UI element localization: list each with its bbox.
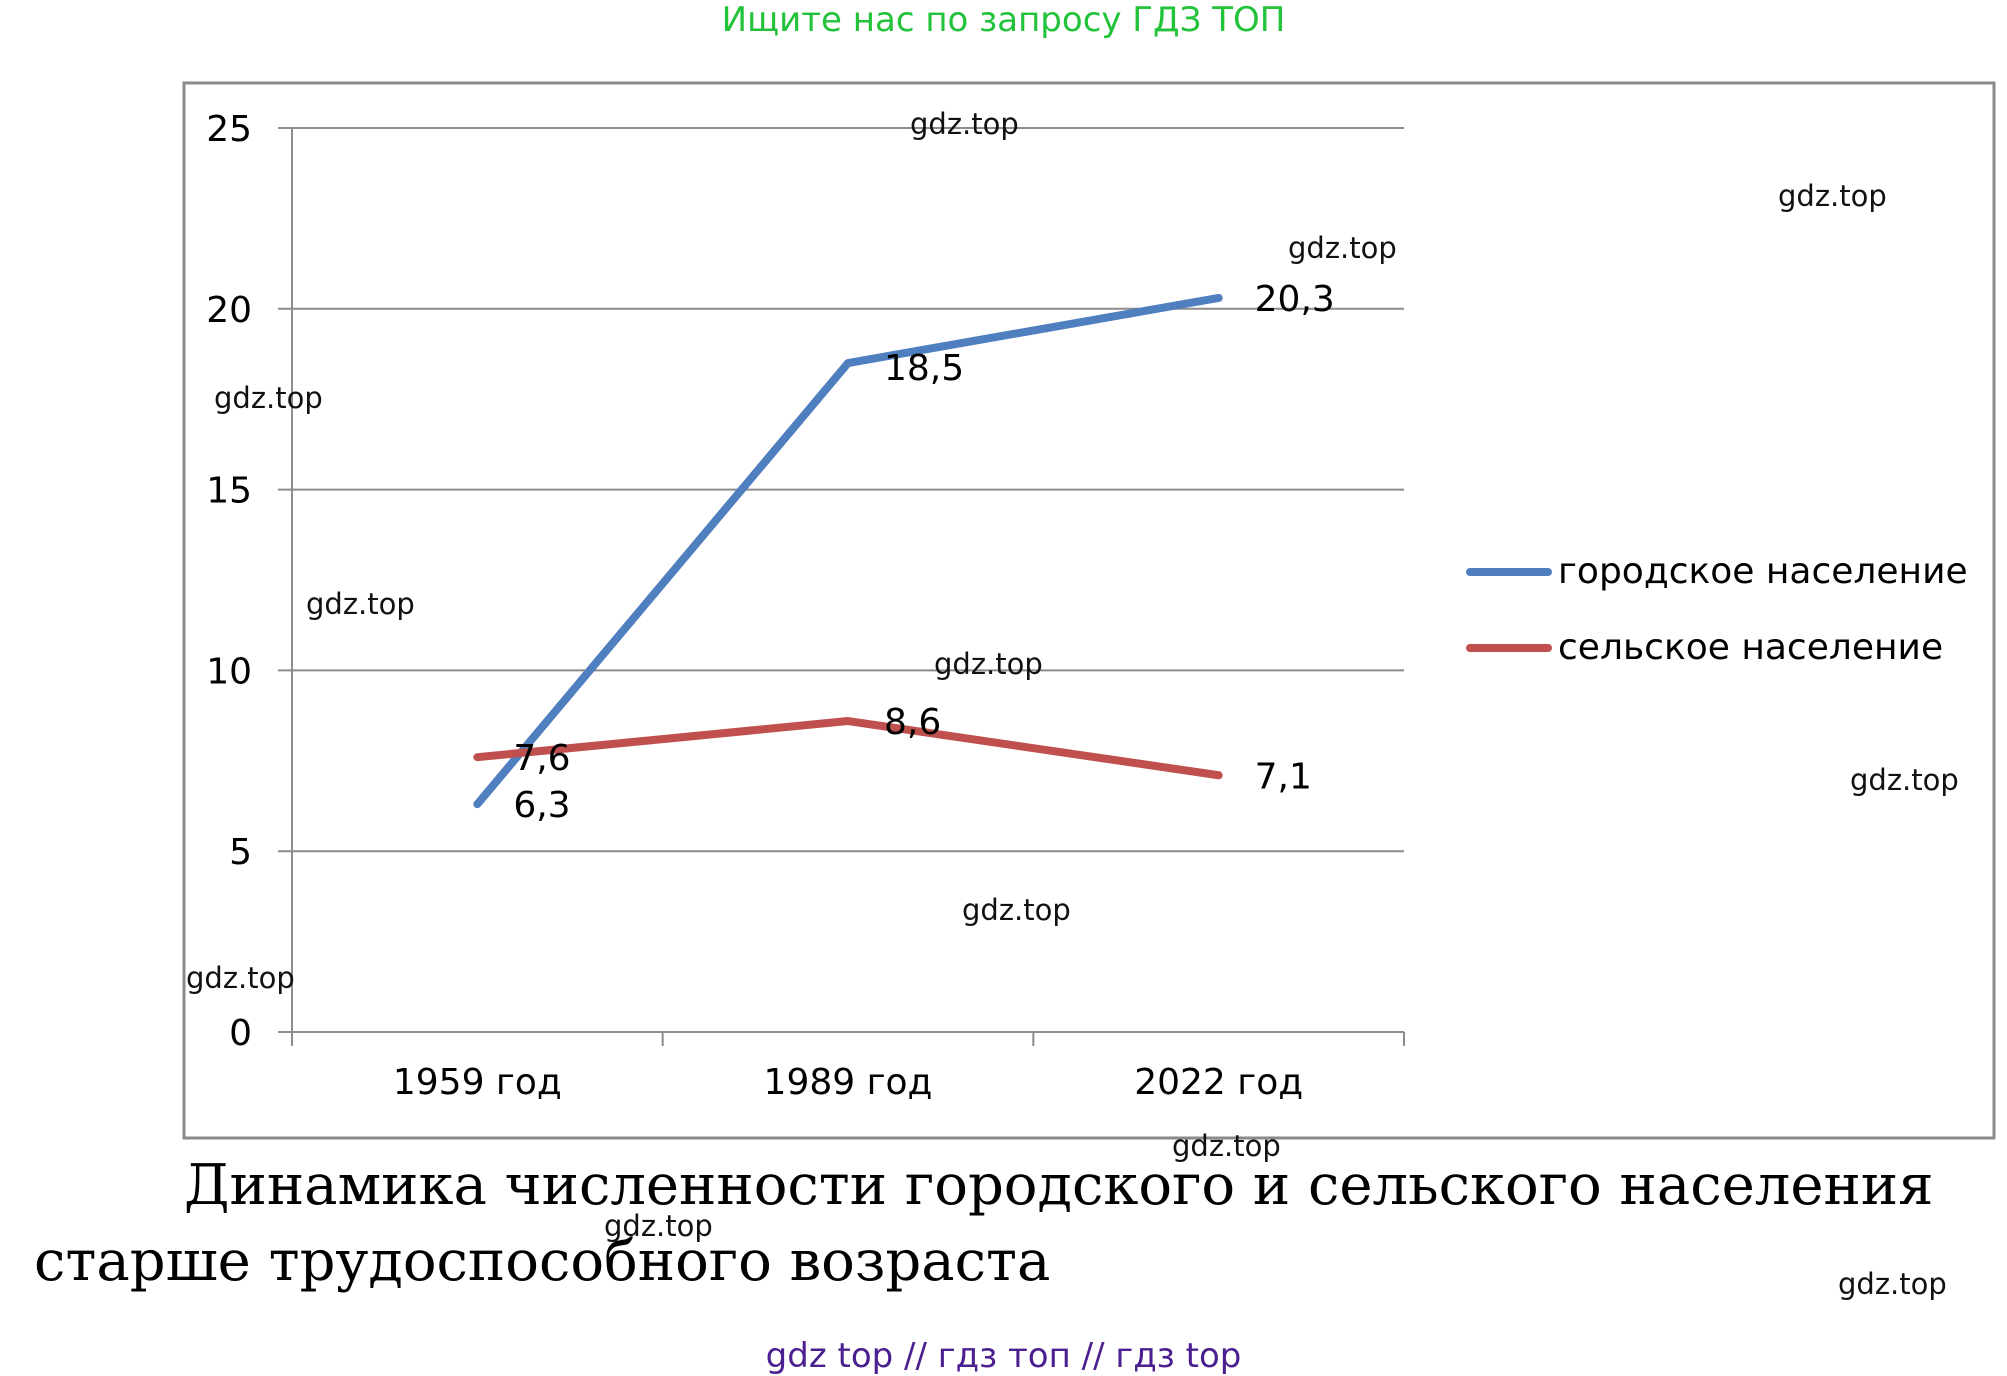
watermark: gdz.top xyxy=(934,647,1043,681)
watermark: gdz.top xyxy=(214,381,323,415)
watermark: gdz.top xyxy=(962,893,1071,927)
y-tick-label: 10 xyxy=(206,651,252,692)
y-tick-label: 0 xyxy=(229,1013,252,1054)
header-banner: Ищите нас по запросу ГДЗ ТОП xyxy=(721,0,1286,40)
watermark: gdz.top xyxy=(1850,763,1959,797)
y-tick-label: 15 xyxy=(206,471,252,512)
chart-frame xyxy=(182,81,1996,1140)
data-label: 7,1 xyxy=(1255,756,1312,797)
x-tick-label: 1989 год xyxy=(764,1062,933,1103)
watermark: gdz.top xyxy=(1838,1267,1947,1301)
footer-banner: gdz top // гдз топ // гдз top xyxy=(765,1336,1242,1376)
y-tick-labels: 0 5 10 15 20 25 xyxy=(206,109,252,1054)
data-label: 20,3 xyxy=(1255,279,1335,320)
series-line-rural xyxy=(473,717,1223,780)
data-label: 6,3 xyxy=(513,785,570,826)
data-label: 18,5 xyxy=(884,348,964,389)
data-label: 8,6 xyxy=(884,702,941,743)
watermark: gdz.top xyxy=(604,1209,713,1243)
watermark: gdz.top xyxy=(306,587,415,621)
legend-label-rural: сельское население xyxy=(1558,627,1944,668)
x-tick-label: 1959 год xyxy=(393,1062,562,1103)
watermark: gdz.top xyxy=(1778,179,1887,213)
axes xyxy=(278,128,1405,1046)
watermark: gdz.top xyxy=(1172,1129,1281,1163)
caption-line-1: Динамика численности городского и сельск… xyxy=(184,1153,1934,1218)
grid-lines xyxy=(278,127,1404,853)
watermark: gdz.top xyxy=(1288,231,1397,265)
legend-label-urban: городское население xyxy=(1558,551,1968,592)
legend-swatch-rural xyxy=(1466,644,1552,652)
series-line-urban xyxy=(473,293,1223,809)
data-label: 7,6 xyxy=(513,738,570,779)
data-labels: 6,3 18,5 20,3 7,6 8,6 7,1 xyxy=(513,279,1334,826)
y-tick-label: 20 xyxy=(206,290,252,331)
legend-swatch-urban xyxy=(1466,568,1552,576)
x-tick-labels: 1959 год 1989 год 2022 год xyxy=(393,1062,1303,1103)
caption-line-2: старше трудоспособного возраста xyxy=(34,1229,1051,1294)
watermark: gdz.top xyxy=(186,961,295,995)
series-lines xyxy=(473,293,1223,809)
y-tick-label: 5 xyxy=(229,832,252,873)
y-tick-label: 25 xyxy=(206,109,252,150)
watermark: gdz.top xyxy=(910,107,1019,141)
x-tick-label: 2022 год xyxy=(1134,1062,1303,1103)
